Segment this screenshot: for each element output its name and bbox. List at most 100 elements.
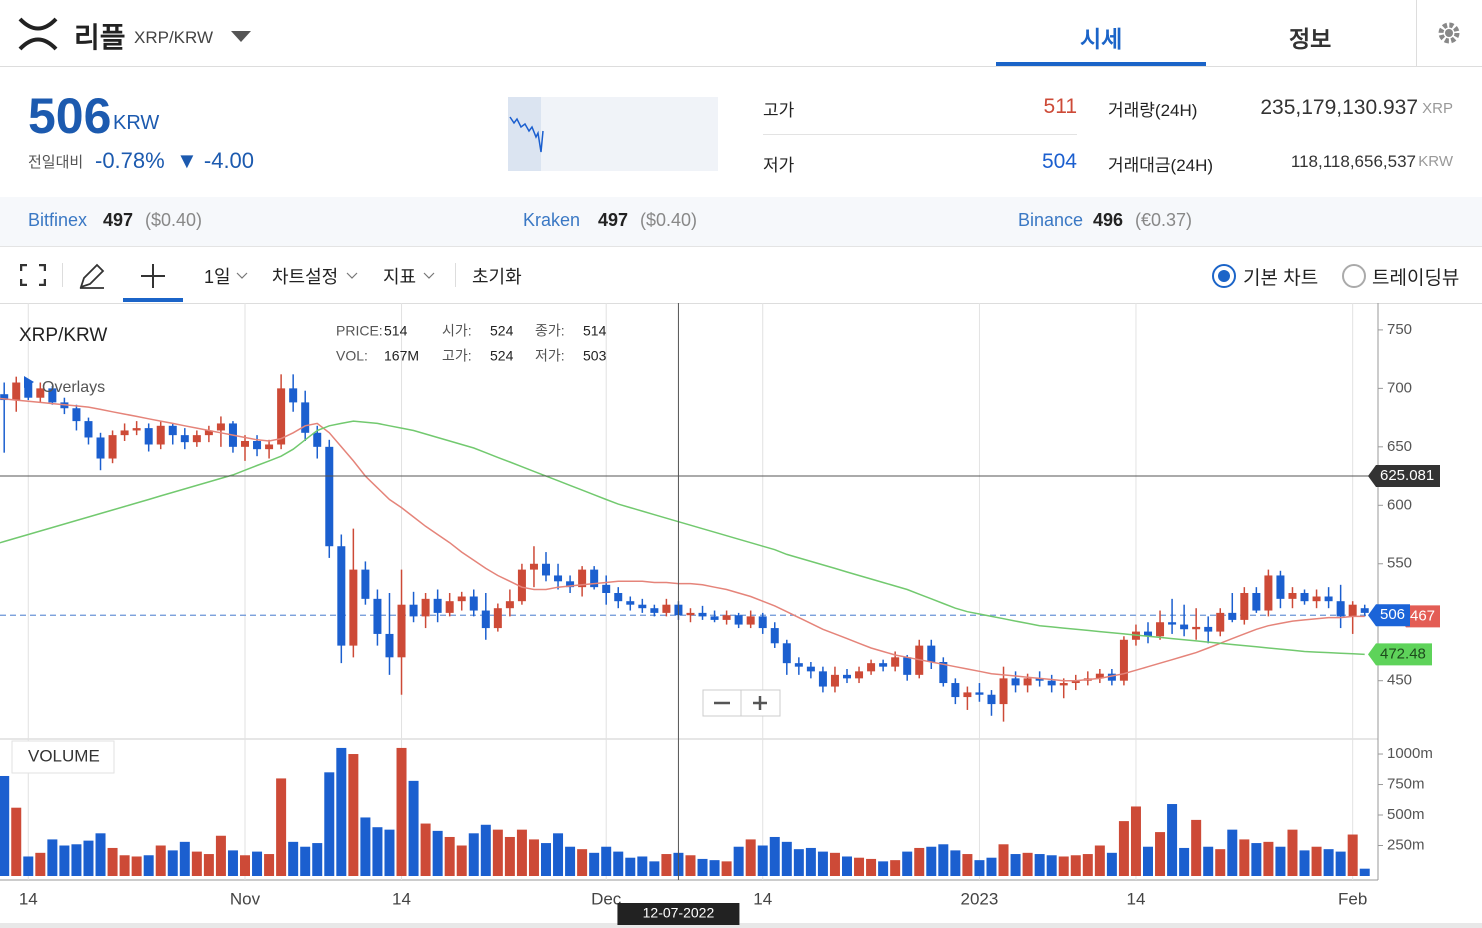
value-label: 거래대금(24H) [1108,156,1214,175]
fullscreen-icon[interactable] [20,264,46,286]
volume-bar [360,817,371,876]
low-label: 저가 [763,156,795,175]
change-pct: -0.78% [95,148,165,173]
candle-body [120,430,129,436]
candle-body [180,435,189,443]
volume-bar [1359,868,1370,876]
volume-bar [528,839,539,876]
candle-body [638,604,647,609]
candle-body [927,645,936,662]
zoom-icons[interactable] [714,696,767,710]
volume-bar [914,847,925,876]
candle-body [132,428,141,431]
candle-body [770,628,779,644]
x-tick-label: 2023 [961,889,999,908]
candle-body [614,593,623,602]
candle-body [975,692,984,695]
volume-bar [1034,854,1045,876]
interval[interactable]: 1일 [204,267,231,287]
volume-bar [1299,850,1310,876]
candle-body [818,671,827,687]
y-tick-label: 450 [1387,672,1412,689]
exchange-quote: ($0.40) [640,210,698,230]
tab[interactable]: 정보 [1289,26,1332,52]
volume-bar [625,857,636,876]
info-label: 고가: [442,348,472,364]
candle-body [710,616,719,620]
mode-tradingview[interactable]: 트레이딩뷰 [1372,268,1460,289]
candle-body [1047,680,1056,686]
candle-body [241,440,249,447]
volume-bar [240,855,250,876]
volume-bar [1263,841,1274,876]
divider [62,263,63,287]
candle-body [108,435,117,459]
volume-bar [83,840,94,876]
candle-body [830,674,839,687]
indicators[interactable]: 지표 [383,267,417,287]
overlay-label: Overlays [42,379,105,396]
volume-bar [300,846,311,876]
radio-on[interactable] [1211,263,1237,289]
volume-bar [541,843,551,876]
volume-bar [781,841,792,876]
candle-body [433,598,442,613]
volume-bar [1203,846,1214,876]
candle-body [1348,604,1357,617]
high: 511 [1043,95,1077,118]
candle-body [397,604,406,658]
volume-bar [179,841,190,876]
settings-icon[interactable] [1436,20,1462,46]
crosshair-icon[interactable] [140,263,166,289]
volume-bar [1335,851,1346,876]
candle-body [1228,612,1237,620]
dropdown[interactable] [230,30,252,44]
volume-bar [336,747,347,876]
draw-icon[interactable] [78,262,106,290]
candle-body [590,569,599,588]
mode-basic[interactable]: 기본 차트 [1243,268,1319,289]
candle-body [662,604,671,613]
overlay-arrow [24,376,34,388]
volume-tick-label: 500m [1387,806,1425,823]
candle-body [999,678,1008,705]
volume-bar [143,855,154,876]
candle-body [517,569,526,602]
volume-bar [480,824,491,876]
info-label: VOL: [336,348,368,364]
reset[interactable]: 초기화 [472,267,522,287]
volume-bar [998,844,1009,876]
candle-body [1119,639,1128,681]
candle-body [277,388,286,445]
volume-bar [420,823,431,876]
candle-body [782,643,791,664]
candle-body [168,425,177,436]
volume-bar [601,846,612,876]
tab-active[interactable]: 시세 [1080,26,1123,52]
candle-body [385,633,394,658]
volume-bar [1239,839,1250,876]
candle-body [253,440,262,450]
info-label: 저가: [535,348,565,364]
candle-body [1168,622,1177,625]
volume-bar [613,851,624,876]
price: 506 [28,88,112,144]
volume-bar [1082,854,1093,876]
volume-bar [0,775,10,876]
volume-bar [649,861,660,876]
volume-bar [697,858,708,876]
volume-bar [288,841,299,876]
candle-body [1324,596,1333,602]
volume-tick-label: 1000m [1387,745,1433,762]
candle-body [529,563,538,570]
volume-bar [396,747,407,876]
radio-off[interactable] [1341,263,1367,289]
candle-body [457,596,466,602]
chart-settings[interactable]: 차트설정 [272,267,339,287]
volume-bar [324,772,335,876]
volume-bar [974,860,985,876]
candle-body [337,546,346,646]
y-tick-label: 650 [1387,438,1412,455]
volume-bar [1010,854,1021,876]
candle-body [963,692,972,698]
